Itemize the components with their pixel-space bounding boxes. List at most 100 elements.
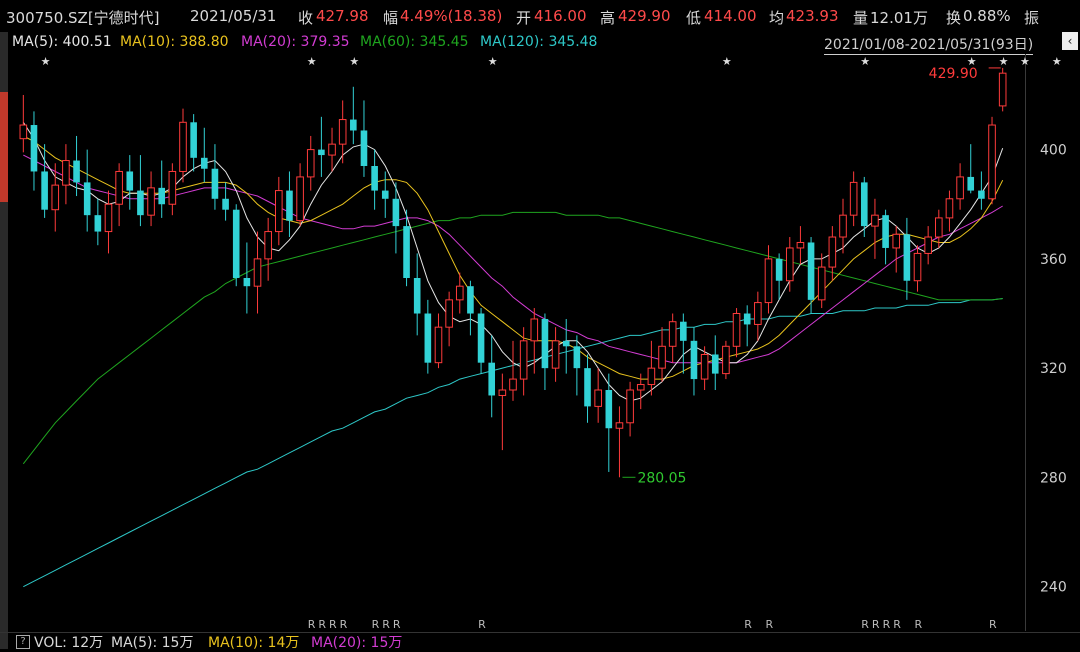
- candle-body: [913, 252, 922, 282]
- candle-body: [807, 242, 815, 300]
- candle-body: [658, 345, 666, 369]
- candle-body: [158, 187, 166, 205]
- candle-body: [754, 302, 762, 325]
- candle-body: [668, 321, 677, 347]
- volume-label: 量: [853, 9, 869, 27]
- candle-body: [615, 422, 624, 429]
- candle-body: [381, 190, 389, 199]
- candle-body: [147, 187, 155, 216]
- high-label: 429.90: [929, 66, 978, 82]
- y-tick-label: 280: [1040, 470, 1067, 486]
- candle-body: [903, 234, 911, 281]
- candle-body: [232, 209, 240, 278]
- candle-body: [935, 217, 943, 238]
- rights-marker: R: [744, 618, 752, 631]
- candle-body: [455, 285, 464, 301]
- rights-marker: R: [318, 618, 326, 631]
- candle-body: [711, 354, 719, 374]
- rights-marker: R: [372, 618, 380, 631]
- candle-body: [551, 340, 560, 369]
- candle-body: [179, 121, 187, 172]
- rights-marker: R: [861, 618, 869, 631]
- candle-body: [636, 384, 645, 391]
- candle-body: [190, 122, 197, 158]
- ma60-line: [22, 211, 1003, 465]
- candle-body: [978, 190, 985, 199]
- candle-body: [467, 286, 474, 314]
- candle-body: [945, 198, 954, 219]
- rights-marker: R: [340, 618, 348, 631]
- candle-body: [988, 124, 996, 200]
- vol-legend: VOL: 12万: [34, 635, 104, 651]
- candle-body: [338, 119, 347, 145]
- candle-body: [126, 171, 134, 191]
- candle-body: [562, 340, 570, 347]
- low-label: 低: [686, 9, 702, 27]
- candle-body: [350, 119, 357, 131]
- event-star-icon: ★: [349, 55, 359, 68]
- event-star-icon: ★: [860, 55, 870, 68]
- ma10-legend: MA(10): 388.80: [120, 34, 229, 50]
- rights-marker: R: [872, 618, 880, 631]
- candle-body: [519, 340, 528, 380]
- candle-body: [403, 226, 410, 278]
- event-star-icon: ★: [722, 55, 732, 68]
- candle-body: [764, 258, 773, 304]
- candle-body: [509, 378, 517, 391]
- event-star-icon: ★: [1052, 55, 1062, 68]
- date-range[interactable]: 2021/01/08-2021/05/31(93日): [824, 34, 1034, 55]
- candle-body: [605, 390, 613, 429]
- open-value: 416.00: [534, 7, 587, 25]
- candle-body: [924, 236, 932, 254]
- low-value: 414.00: [704, 7, 757, 25]
- candle-body: [115, 170, 123, 205]
- y-tick-label: 400: [1040, 143, 1067, 159]
- candle-body: [104, 203, 113, 233]
- ma10-line: [23, 135, 1004, 380]
- event-star-icon: ★: [307, 55, 317, 68]
- candle-body: [785, 247, 794, 282]
- side-toolbar[interactable]: [0, 32, 8, 649]
- candle-body: [700, 353, 709, 380]
- candle-body: [424, 313, 432, 363]
- close-value: 427.98: [316, 7, 369, 25]
- candle-body: [584, 368, 591, 407]
- rights-marker: R: [915, 618, 923, 631]
- candle-body: [541, 318, 549, 369]
- candle-body: [732, 313, 741, 347]
- rights-marker: R: [329, 618, 337, 631]
- candle-body: [828, 236, 837, 268]
- candle-body: [722, 345, 730, 375]
- candle-body: [94, 215, 102, 232]
- candle-body: [306, 149, 315, 178]
- candle-body: [360, 130, 368, 166]
- rights-marker: R: [765, 618, 773, 631]
- collapse-icon[interactable]: ‹: [1062, 32, 1078, 50]
- event-star-icon: ★: [999, 55, 1009, 68]
- stock-code[interactable]: 300750.SZ[宁德时代]: [6, 9, 160, 27]
- candle-body: [222, 198, 229, 210]
- ma20-legend: MA(20): 379.35: [241, 34, 350, 50]
- y-tick-label: 240: [1040, 580, 1067, 596]
- candlestick-chart[interactable]: 240 280 320 360 400 429.90 280.05 ★ ★ ★ ★ ★ ★ ★ ★ ★ ★ R R R…: [8, 54, 1067, 631]
- candle-body: [775, 258, 783, 281]
- help-icon[interactable]: ?: [16, 635, 30, 649]
- candle-body: [434, 326, 443, 364]
- vol-ma10-legend: MA(10): 14万: [208, 635, 300, 651]
- candle-body: [530, 318, 539, 342]
- candle-body: [296, 176, 304, 222]
- candle-body: [998, 72, 1007, 107]
- ma-legend: MA(5): 400.51 MA(10): 388.80 MA(20): 379…: [0, 32, 1080, 55]
- candle-body: [211, 168, 219, 199]
- candle-body: [796, 241, 805, 249]
- candle-body: [573, 346, 581, 369]
- side-toolbar-active-tab[interactable]: [0, 92, 8, 202]
- candle-body: [243, 278, 251, 287]
- volume-legend: ? VOL: 12万 MA(5): 15万 MA(10): 14万 MA(20)…: [0, 632, 1080, 651]
- open-label: 开: [516, 9, 532, 27]
- candle-body: [594, 389, 602, 407]
- ma5-legend: MA(5): 400.51: [12, 34, 112, 50]
- volume-value: 12.01万: [870, 9, 928, 27]
- event-star-icon: ★: [1020, 55, 1030, 68]
